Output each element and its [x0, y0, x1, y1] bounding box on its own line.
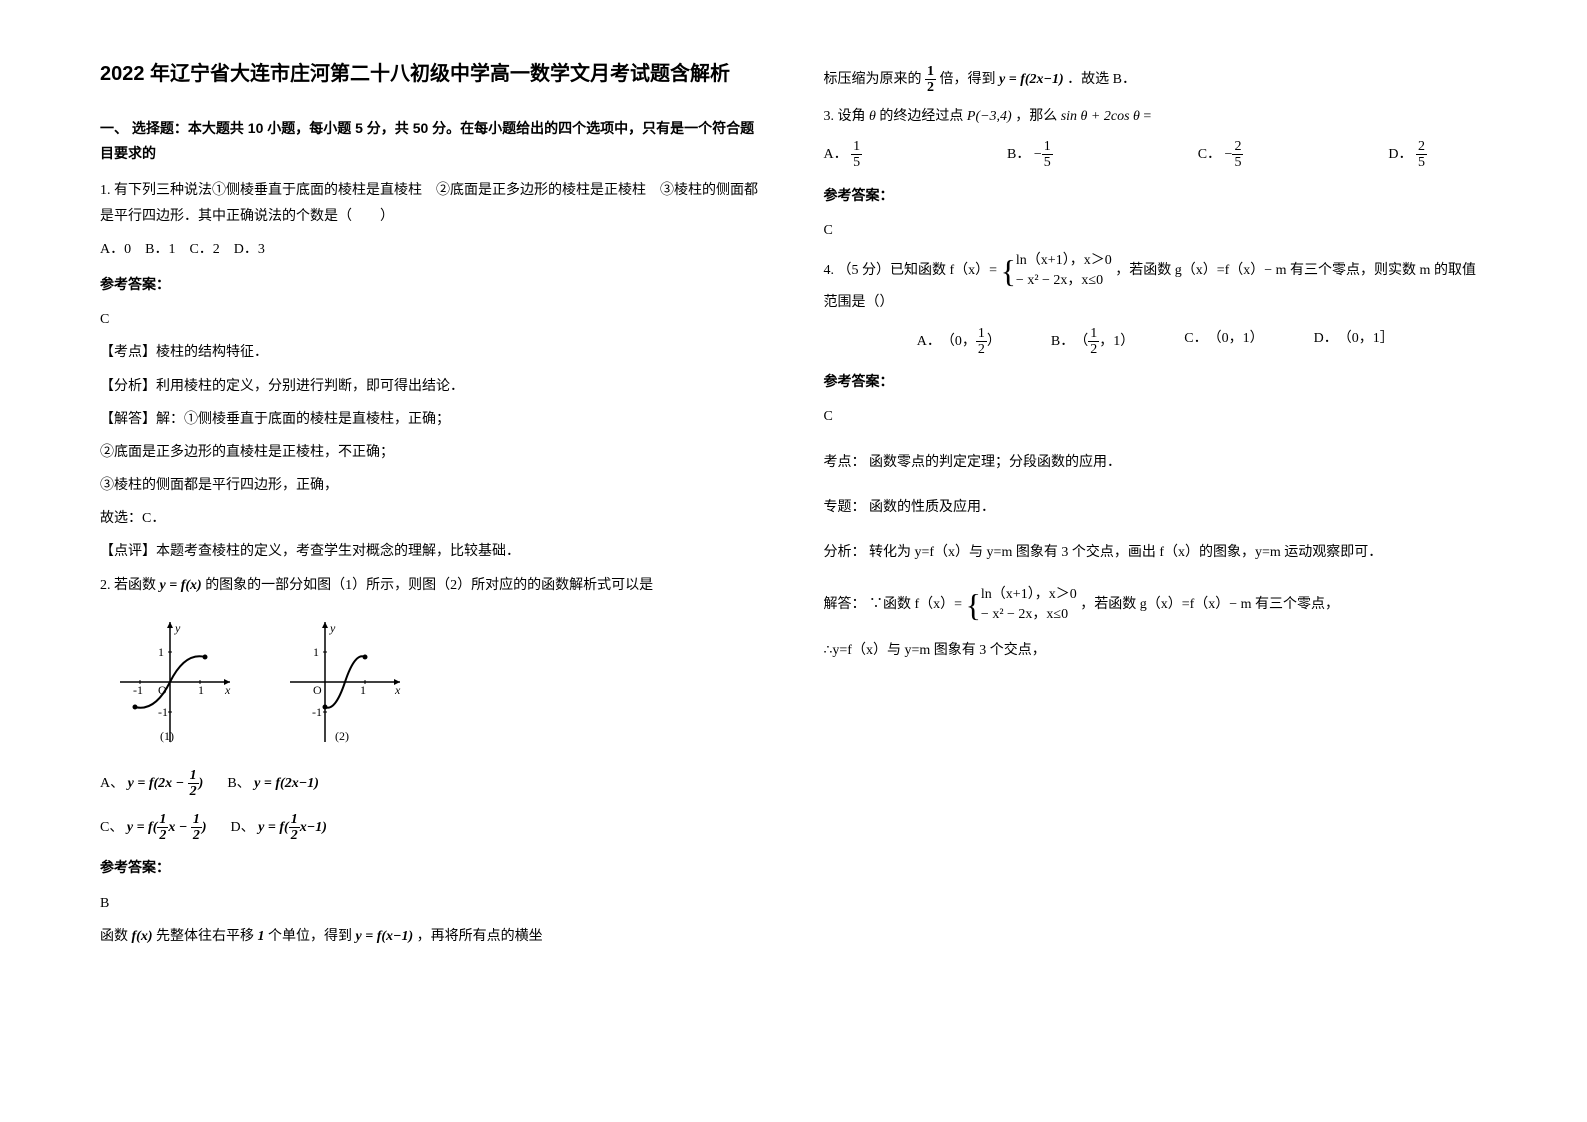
svg-text:(1): (1) [160, 729, 174, 743]
q2-optC: C、 y = f(12x − 12) [100, 812, 207, 844]
q4-text: 4. （5 分）已知函数 f（x）= { ln（x+1），x＞0 − x² − … [824, 251, 1488, 315]
q1-exp5: ③棱柱的侧面都是平行四边形，正确， [100, 473, 764, 498]
q1-exp4: ②底面是正多边形的直棱柱是正棱柱，不正确； [100, 440, 764, 465]
q4-exp2: 专题： 函数的性质及应用． [824, 495, 1488, 520]
graph-1: y x O -1 1 1 -1 (1) [100, 612, 240, 752]
q2-options-row2: C、 y = f(12x − 12) D、 y = f(12x−1) [100, 812, 764, 844]
q2-optA: A、 y = f(2x − 12) [100, 768, 203, 800]
svg-text:x: x [224, 683, 231, 697]
svg-text:-1: -1 [133, 683, 143, 697]
q1-text: 1. 有下列三种说法①侧棱垂直于底面的棱柱是直棱柱 ②底面是正多边形的棱柱是正棱… [100, 178, 764, 228]
svg-text:1: 1 [360, 683, 366, 697]
q4-exp3: 分析： 转化为 y=f（x）与 y=m 图象有 3 个交点，画出 f（x）的图象… [824, 540, 1488, 565]
q1-exp7: 【点评】本题考查棱柱的定义，考查学生对概念的理解，比较基础． [100, 539, 764, 564]
q2-optB: B、 y = f(2x−1) [227, 771, 319, 796]
q4-exp1: 考点： 函数零点的判定定理；分段函数的应用． [824, 450, 1488, 475]
document-title: 2022 年辽宁省大连市庄河第二十八初级中学高一数学文月考试题含解析 [100, 60, 764, 88]
q1-exp3: 【解答】解：①侧棱垂直于底面的棱柱是直棱柱，正确； [100, 407, 764, 432]
piecewise-1: { ln（x+1），x＞0 − x² − 2x，x≤0 [1001, 251, 1112, 290]
q2-optD: D、 y = f(12x−1) [231, 812, 327, 844]
q2-exp: 函数 f(x) 先整体往右平移 1 个单位，得到 y = f(x−1) ，再将所… [100, 924, 764, 949]
q3-answer-label: 参考答案： [824, 183, 1488, 208]
svg-text:(2): (2) [335, 729, 349, 743]
piecewise-2: { ln（x+1），x＞0 − x² − 2x，x≤0 [966, 585, 1077, 624]
svg-text:O: O [313, 683, 322, 697]
q4-optC: C． （0，1） [1184, 326, 1263, 358]
right-column: 标压缩为原来的 12 倍，得到 y = f(2x−1) ．故选 B． 3. 设角… [824, 60, 1488, 1062]
q3-answer: C [824, 218, 1488, 243]
q1-answer: C [100, 307, 764, 332]
svg-text:1: 1 [198, 683, 204, 697]
svg-text:y: y [329, 621, 336, 635]
q2-text: 2. 若函数 y = f(x) 的图象的一部分如图（1）所示，则图（2）所对应的… [100, 573, 764, 598]
q4-optD: D． （0，1］ [1314, 326, 1394, 358]
q4-optB: B． （12，1） [1051, 326, 1134, 358]
q4-answer-label: 参考答案： [824, 369, 1488, 394]
frac-half: 12 [925, 64, 936, 96]
q2-pre: 2. 若函数 [100, 578, 160, 593]
graph-2: y x O 1 1 -1 (2) [270, 612, 410, 752]
q1-options: A．0 B．1 C．2 D．3 [100, 237, 764, 262]
q4-options: A． （0，12） B． （12，1） C． （0，1） D． （0，1］ [824, 326, 1488, 358]
q2-graphs: y x O -1 1 1 -1 (1) y x O 1 1 -1 [100, 612, 764, 752]
q4-exp4: 解答： ∵函数 f（x）= { ln（x+1），x＞0 − x² − 2x，x≤… [824, 585, 1488, 624]
q3-optC: C． −25 [1198, 139, 1244, 171]
q4-answer: C [824, 404, 1488, 429]
left-column: 2022 年辽宁省大连市庄河第二十八初级中学高一数学文月考试题含解析 一、 选择… [100, 60, 764, 1062]
svg-text:-1: -1 [312, 705, 322, 719]
svg-text:1: 1 [313, 645, 319, 659]
q2-cont: 标压缩为原来的 12 倍，得到 y = f(2x−1) ．故选 B． [824, 64, 1488, 96]
section-header: 一、 选择题：本大题共 10 小题，每小题 5 分，共 50 分。在每小题给出的… [100, 116, 764, 166]
q3-optD: D． 25 [1388, 139, 1427, 171]
q1-exp6: 故选：C． [100, 506, 764, 531]
q4-exp5: ∴y=f（x）与 y=m 图象有 3 个交点， [824, 638, 1488, 663]
q4-optA: A． （0，12） [917, 326, 1001, 358]
q3-optA: A． 15 [824, 139, 863, 171]
q3-text: 3. 设角 θ 的终边经过点 P(−3,4) ，那么 sin θ + 2cos … [824, 104, 1488, 129]
q2-answer-label: 参考答案： [100, 855, 764, 880]
q2-mid: 的图象的一部分如图（1）所示，则图（2）所对应的的函数解析式可以是 [205, 578, 653, 593]
q1-exp1: 【考点】棱柱的结构特征． [100, 340, 764, 365]
q2-formula1: y = f(x) [160, 578, 202, 593]
q2-options-row1: A、 y = f(2x − 12) B、 y = f(2x−1) [100, 768, 764, 800]
svg-text:y: y [174, 621, 181, 635]
svg-text:1: 1 [158, 645, 164, 659]
svg-text:x: x [394, 683, 401, 697]
q3-optB: B． −15 [1007, 139, 1053, 171]
q1-answer-label: 参考答案： [100, 272, 764, 297]
q1-exp2: 【分析】利用棱柱的定义，分别进行判断，即可得出结论． [100, 374, 764, 399]
q2-answer: B [100, 891, 764, 916]
svg-text:-1: -1 [158, 705, 168, 719]
q3-options: A． 15 B． −15 C． −25 D． 25 [824, 139, 1488, 171]
